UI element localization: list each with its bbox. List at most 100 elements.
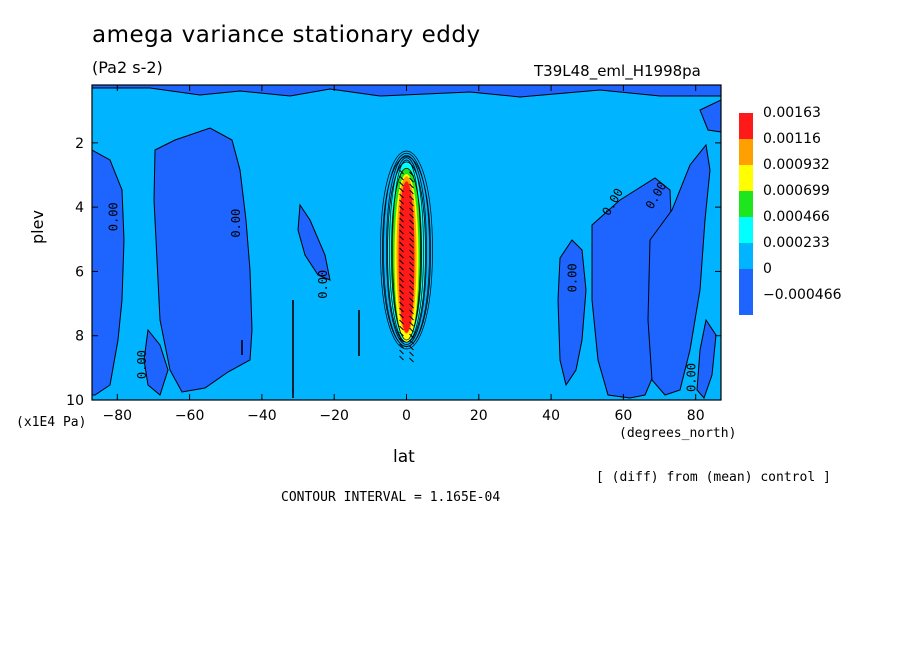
contour-hatch: [409, 351, 414, 357]
y-tick-label: 8: [75, 329, 84, 345]
legend-swatch: [739, 139, 753, 165]
negative-region: [143, 328, 169, 396]
contour-hatch: [409, 273, 414, 279]
legend-label: 0.000466: [763, 209, 830, 225]
contour-hatch: [409, 189, 414, 195]
contour-hatch: [409, 267, 414, 273]
contour-hatch: [399, 307, 404, 313]
y-tick-label: 6: [75, 264, 84, 280]
contour-hatch: [399, 331, 404, 337]
color-legend: 0.00163 0.00116 0.000932 0.000699 0.000466 0.…: [739, 105, 842, 315]
legend-swatch: [739, 113, 753, 139]
contour-line: [383, 152, 430, 348]
contour-line: [380, 150, 433, 350]
y-axis-unit: (x1E4 Pa): [16, 415, 87, 430]
contour-hatch: [409, 339, 414, 345]
negative-region: [92, 149, 125, 396]
contour-hatch: [399, 205, 404, 211]
contour-hatch: [409, 303, 414, 309]
contour-hatch: [409, 195, 414, 201]
contour-hatch: [399, 289, 404, 295]
contour-hatch: [399, 319, 404, 325]
contour-hatch: [409, 225, 414, 231]
contour-hatch: [399, 199, 404, 205]
legend-swatch: [739, 165, 753, 191]
x-axis-unit: (degrees_north): [619, 426, 737, 441]
contour-label: 0.00: [316, 270, 330, 299]
x-tick-label: −20: [319, 408, 349, 424]
legend-label: 0.000699: [763, 183, 830, 199]
contour-hatch: [409, 357, 414, 363]
chart-title: amega variance stationary eddy: [92, 22, 481, 48]
legend-label: 0.000932: [763, 157, 830, 173]
contour-hatch: [409, 297, 414, 303]
contour-hatch: [399, 235, 404, 241]
diff-note: [ (diff) from (mean) control ]: [596, 470, 831, 485]
legend-swatch: [739, 269, 753, 295]
contour-hatch: [409, 285, 414, 291]
contour-label: 0.00: [106, 202, 120, 231]
contour-label: 0.00: [685, 363, 699, 392]
contour-hatch: [399, 229, 404, 235]
contour-hatch: [409, 213, 414, 219]
contour-hatch: [409, 255, 414, 261]
legend-label: 0.00116: [763, 131, 821, 147]
contour-hatch: [409, 327, 414, 333]
y-tick-label: 10: [66, 393, 84, 409]
contour-hatch: [399, 355, 404, 361]
contour-hatch: [399, 211, 404, 217]
contour-hatch: [399, 325, 404, 331]
contour-hatch: [399, 265, 404, 271]
contour-hatch: [409, 321, 414, 327]
contour-hatch: [409, 261, 414, 267]
legend-swatch: [739, 191, 753, 217]
contour-hatch: [409, 237, 414, 243]
contour-hatch: [399, 217, 404, 223]
contour-hatch: [409, 249, 414, 255]
negative-region: [647, 143, 711, 396]
contour-hatch: [399, 349, 404, 355]
contour-hatch: [409, 183, 414, 189]
x-tick-label: −40: [247, 408, 277, 424]
contour-hatch: [399, 277, 404, 283]
contour-hatch: [409, 291, 414, 297]
legend-label: 0.00163: [763, 105, 821, 121]
contour-line: [389, 157, 424, 343]
x-tick-label: 60: [614, 408, 632, 424]
contour-hatch: [409, 315, 414, 321]
y-tick-label: 4: [75, 200, 84, 216]
contour-label: 0.00: [565, 263, 579, 292]
contour-hatch: [399, 337, 404, 343]
run-name: T39L48_eml_H1998pa: [534, 62, 701, 80]
contour-hatch: [399, 343, 404, 349]
negative-region: [153, 127, 253, 393]
equatorial-maximum-band: [398, 181, 415, 333]
contour-label: 0.00: [229, 209, 243, 238]
x-tick-label: −80: [103, 408, 133, 424]
contour-hatch: [399, 247, 404, 253]
contour-hatch: [409, 231, 414, 237]
x-axis: −80 −60 −40 −20 0 20 40 60 80: [103, 85, 705, 424]
contour-hatch: [409, 177, 414, 183]
contour-hatch: [409, 243, 414, 249]
legend-swatch: [739, 217, 753, 243]
contour-hatch: [409, 309, 414, 315]
contour-hatch: [399, 253, 404, 259]
negative-region: [699, 99, 721, 133]
contour-hatch: [399, 169, 404, 175]
legend-swatch: [739, 243, 753, 269]
contour-hatch: [399, 295, 404, 301]
legend-label: 0: [763, 261, 772, 277]
contour-label: 0.00: [135, 350, 149, 379]
contour-hatch: [409, 219, 414, 225]
contour-hatch: [399, 193, 404, 199]
x-tick-label: −60: [175, 408, 205, 424]
x-tick-label: 80: [687, 408, 705, 424]
x-tick-label: 20: [470, 408, 488, 424]
legend-label: −0.000466: [763, 287, 842, 303]
legend-label: 0.000233: [763, 235, 830, 251]
contour-hatch: [409, 345, 414, 351]
contour-hatch: [409, 333, 414, 339]
negative-region: [557, 239, 587, 387]
